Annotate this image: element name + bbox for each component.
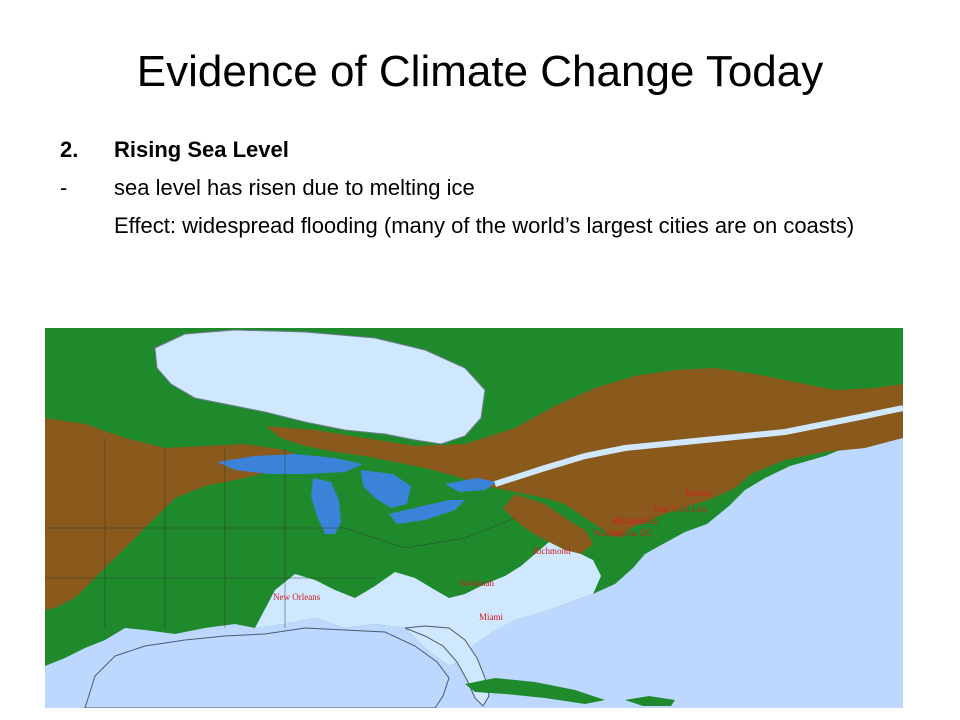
city-label-philadelphia: Philadelphia	[613, 516, 658, 526]
florida-peninsula	[404, 625, 490, 707]
lake-ontario	[445, 478, 497, 492]
state-boundaries	[45, 438, 516, 628]
city-label-miami: Miami	[479, 612, 503, 622]
lake-superior	[217, 454, 363, 474]
st-lawrence-river	[494, 405, 903, 487]
bullet-item: - sea level has risen due to melting ice	[60, 172, 860, 210]
bullet-marker: -	[60, 175, 68, 200]
slide-title: Evidence of Climate Change Today	[136, 47, 824, 96]
effect-text: Effect: widespread flooding (many of the…	[114, 213, 855, 238]
northeast-plateau	[635, 456, 745, 506]
gulf-of-mexico	[84, 627, 450, 708]
slide-body: 2. Rising Sea Level - sea level has rise…	[60, 134, 860, 242]
lake-erie	[389, 500, 465, 524]
city-labels: Boston New York City Philadelphia Washin…	[273, 488, 711, 622]
bullet-text: sea level has risen due to melting ice	[114, 175, 475, 200]
effect-item: Effect: widespread flooding (many of the…	[60, 210, 860, 242]
map-graphic: Boston New York City Philadelphia Washin…	[45, 328, 903, 708]
lake-michigan	[311, 478, 341, 534]
flooded-coastal-plain	[45, 542, 601, 666]
city-label-new-orleans: New Orleans	[273, 592, 321, 602]
city-label-new-york-city: New York City	[653, 504, 708, 514]
lake-huron	[361, 470, 411, 508]
numbered-item: 2. Rising Sea Level	[60, 134, 860, 172]
cuba-island	[465, 678, 605, 704]
item-number: 2.	[60, 137, 79, 162]
city-label-washington-dc: Washington, DC	[593, 528, 653, 538]
appalachian-ridge	[503, 494, 593, 554]
hudson-bay	[154, 329, 486, 445]
city-label-boston: Boston	[685, 488, 711, 498]
hispaniola-island	[625, 696, 675, 706]
upland-northeast	[265, 368, 903, 538]
city-label-richmond: Richmond	[533, 546, 571, 556]
city-label-savannah: Savannah	[459, 578, 494, 588]
sea-level-map: Boston New York City Philadelphia Washin…	[45, 328, 903, 708]
item-heading: Rising Sea Level	[114, 137, 289, 162]
